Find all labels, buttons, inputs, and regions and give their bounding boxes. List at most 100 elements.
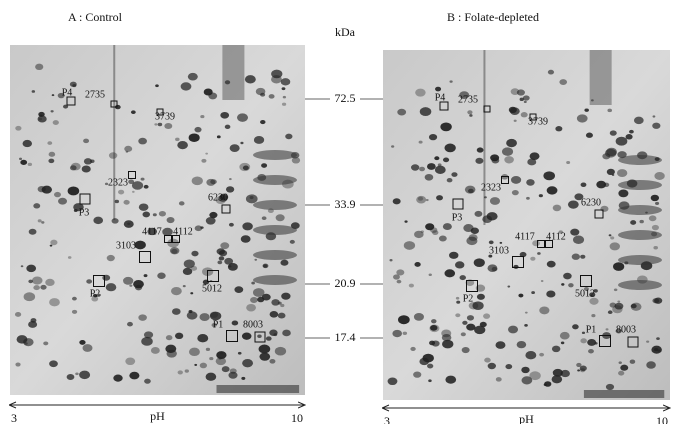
gel-spot bbox=[188, 347, 200, 357]
gel-spot bbox=[190, 292, 194, 295]
gel-spot bbox=[216, 351, 227, 360]
gel-spot bbox=[19, 157, 22, 160]
gel-spot bbox=[128, 179, 135, 185]
gel-spot bbox=[581, 331, 586, 335]
gel-spot bbox=[66, 373, 75, 380]
gel-spot bbox=[154, 123, 158, 126]
gel-spot bbox=[197, 334, 209, 343]
gel-spot bbox=[633, 116, 644, 125]
gel-spot bbox=[246, 303, 256, 312]
gel-spot bbox=[244, 75, 256, 84]
gel-spot bbox=[152, 213, 157, 217]
gel-spot bbox=[484, 357, 491, 363]
gel-spot bbox=[418, 140, 423, 144]
gel-spot bbox=[27, 162, 33, 167]
gel-spot bbox=[520, 112, 528, 118]
gel-spot bbox=[567, 200, 579, 209]
gel-spot bbox=[138, 314, 147, 321]
gel-spot bbox=[618, 361, 622, 364]
spot-label: 2323 bbox=[481, 182, 501, 193]
gel-bottom bbox=[583, 390, 665, 398]
gel-spot bbox=[506, 138, 517, 148]
gel-spot bbox=[449, 251, 459, 259]
gel-spot bbox=[463, 224, 474, 233]
gel-streak bbox=[113, 45, 116, 220]
gel-spot bbox=[261, 293, 271, 301]
gel-spot bbox=[199, 313, 210, 321]
gel-spot bbox=[260, 120, 266, 125]
panel-title: A : Control bbox=[68, 10, 123, 24]
gel-spot bbox=[555, 126, 563, 132]
gel-spot bbox=[237, 351, 242, 355]
gel-spot bbox=[105, 283, 117, 292]
gel-spot bbox=[165, 344, 177, 354]
spot-label: 4117 bbox=[142, 226, 162, 237]
gel-spot bbox=[281, 102, 287, 106]
gel-spot bbox=[48, 158, 55, 164]
gel-spot bbox=[613, 288, 618, 292]
gel-spot bbox=[191, 176, 203, 186]
gel-spot bbox=[277, 301, 282, 305]
gel-spot bbox=[242, 222, 253, 231]
gel-spot bbox=[15, 125, 22, 131]
gel-spot bbox=[97, 293, 101, 297]
gel-spot bbox=[45, 278, 55, 287]
gel-spot bbox=[432, 230, 439, 236]
gel-spot bbox=[589, 292, 596, 298]
gel-spot bbox=[656, 337, 660, 341]
gel-spot bbox=[220, 242, 230, 250]
gel-spot bbox=[187, 72, 198, 81]
spot-label: 3739 bbox=[528, 116, 548, 127]
spot-label: 2735 bbox=[458, 94, 478, 105]
gel-streak bbox=[589, 50, 612, 105]
gel-spot bbox=[416, 195, 427, 204]
gel-spot bbox=[162, 227, 173, 236]
gel-spot bbox=[164, 122, 173, 130]
gel-spot bbox=[205, 347, 211, 351]
gel-spot bbox=[652, 115, 656, 118]
spot-label: 5012 bbox=[202, 283, 222, 294]
gel-spot bbox=[224, 124, 231, 129]
spot-box bbox=[594, 209, 604, 219]
gel-spot bbox=[566, 160, 571, 165]
gel-smear bbox=[618, 230, 662, 240]
gel-spot bbox=[511, 189, 519, 196]
gel-spot bbox=[194, 225, 203, 232]
gel-spot bbox=[20, 159, 28, 165]
gel-spot bbox=[655, 201, 660, 205]
mw-marker: 72.5 bbox=[335, 91, 356, 105]
gel-spot bbox=[474, 210, 483, 217]
gel-spot bbox=[49, 360, 58, 368]
gel-spot bbox=[28, 321, 38, 328]
gel-spot bbox=[71, 309, 78, 314]
gel-spot bbox=[188, 133, 200, 142]
gel-spot bbox=[654, 297, 663, 304]
gel-spot bbox=[67, 256, 72, 259]
gel-spot bbox=[547, 69, 555, 75]
gel-spot bbox=[459, 91, 470, 99]
gel-spot bbox=[157, 122, 163, 127]
gel-spot bbox=[580, 338, 587, 344]
gel-spot bbox=[434, 165, 446, 175]
gel-spot bbox=[234, 286, 244, 293]
gel-spot bbox=[436, 195, 443, 201]
gel-spot bbox=[609, 242, 620, 251]
gel-spot bbox=[268, 94, 275, 99]
gel-spot bbox=[218, 256, 225, 261]
gel-smear bbox=[618, 280, 662, 290]
gel-spot bbox=[237, 113, 248, 122]
gel-spot bbox=[30, 318, 37, 323]
gel-spot bbox=[444, 143, 456, 153]
gel-spot bbox=[519, 251, 527, 258]
gel-spot bbox=[620, 364, 629, 371]
gel-spot bbox=[106, 254, 115, 262]
gel-spot bbox=[274, 346, 287, 356]
gel-spot bbox=[532, 240, 540, 247]
spot-box bbox=[580, 275, 592, 287]
gel-spot bbox=[461, 346, 470, 354]
gel-spot bbox=[158, 210, 166, 217]
gel-spot bbox=[171, 286, 182, 296]
gel-smear bbox=[253, 150, 297, 160]
gel-spot bbox=[205, 372, 217, 381]
gel-spot bbox=[28, 228, 37, 235]
